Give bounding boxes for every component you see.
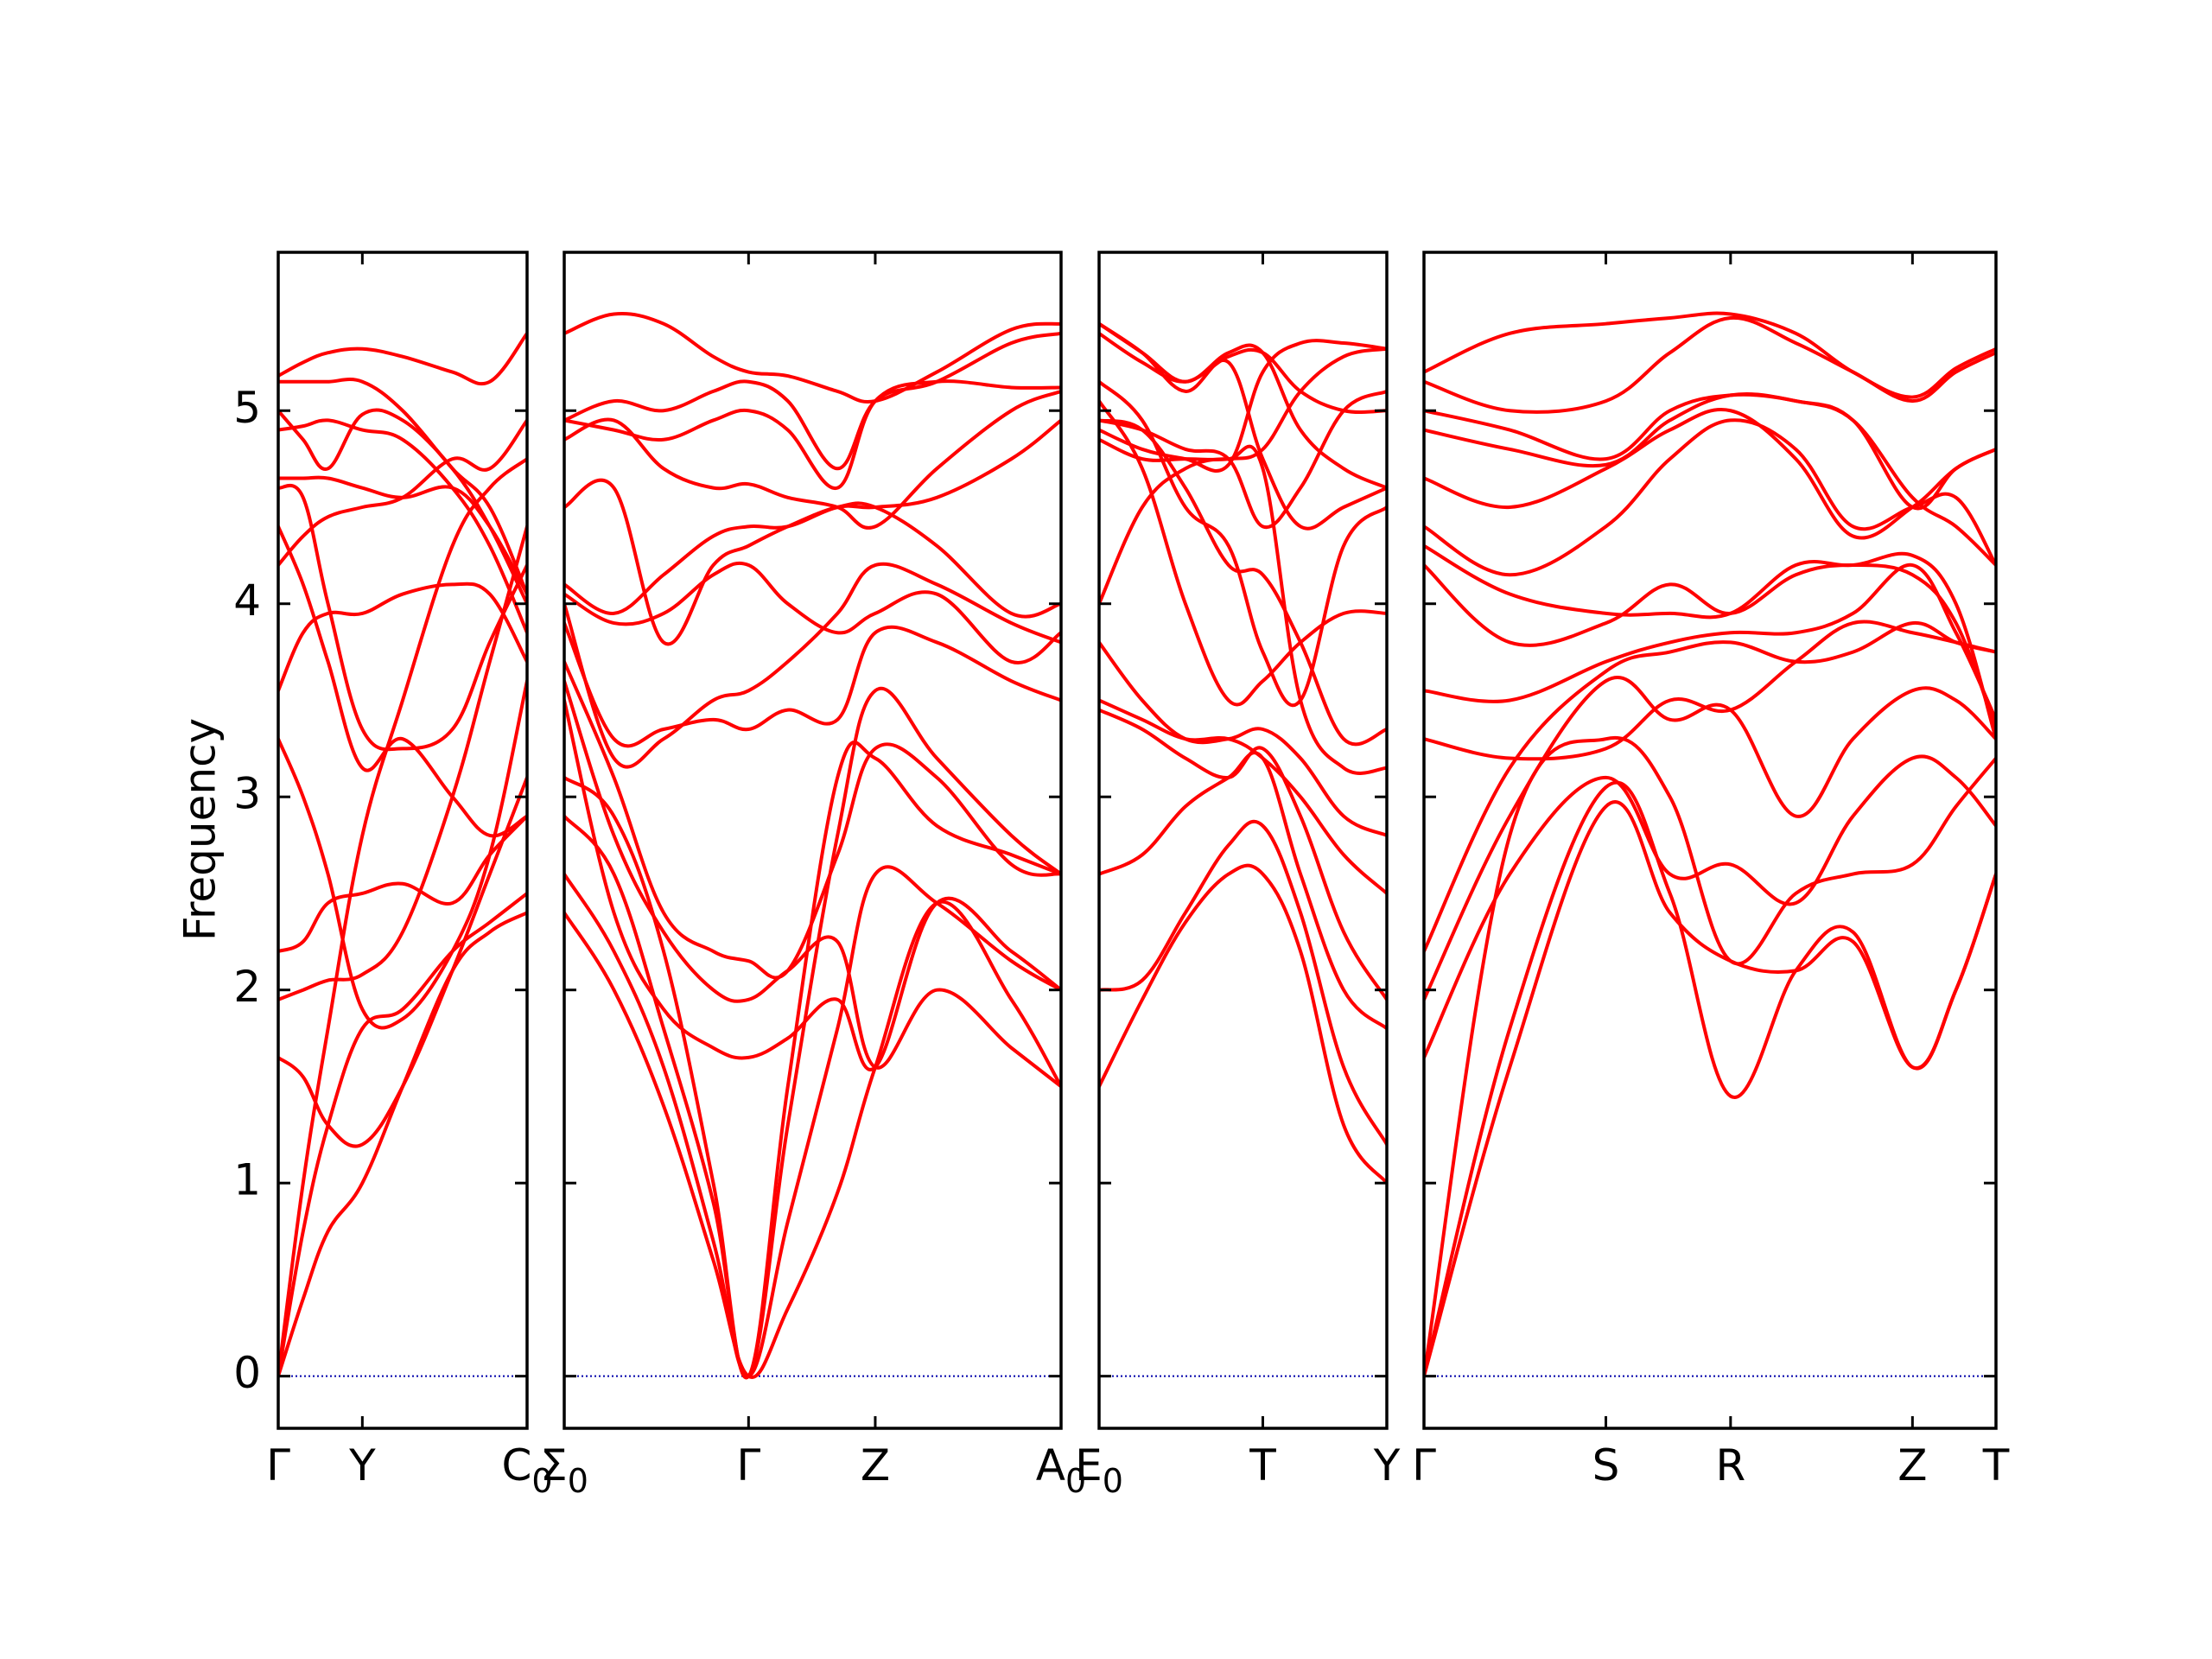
x-tick-label-Γ: Γ bbox=[736, 1440, 760, 1491]
band-3 bbox=[564, 686, 1061, 1379]
x-tick-label-Y: Y bbox=[1373, 1440, 1401, 1491]
band-3 bbox=[278, 457, 527, 1378]
panel-2: Σ0 Γ Z A0 bbox=[540, 251, 1086, 1500]
band-13 bbox=[1099, 331, 1387, 415]
band-lines bbox=[1424, 311, 1996, 1378]
band-14 bbox=[564, 379, 1061, 490]
band-13 bbox=[278, 418, 527, 635]
y-tick-label: 5 bbox=[233, 383, 261, 433]
band-11 bbox=[1424, 418, 1996, 577]
band-7 bbox=[278, 679, 527, 1030]
band-2 bbox=[1099, 819, 1387, 1147]
band-2 bbox=[278, 891, 527, 1378]
band-12 bbox=[1099, 321, 1387, 490]
y-axis-label: Frequency bbox=[175, 718, 226, 941]
panel-1: Γ Y C0 0 1 2 3 4 5 bbox=[233, 251, 553, 1500]
x-tick-label-T: T bbox=[1982, 1440, 2010, 1491]
band-11 bbox=[564, 501, 1061, 619]
band-16 bbox=[278, 331, 527, 386]
band-5 bbox=[1099, 698, 1387, 895]
band-15 bbox=[278, 378, 527, 596]
band-5 bbox=[278, 524, 527, 1001]
panel-3: E0 T Y bbox=[1075, 251, 1401, 1500]
band-4 bbox=[1099, 708, 1387, 1001]
y-tick-label: 1 bbox=[233, 1155, 261, 1205]
x-tick-label-Γ: Γ bbox=[266, 1440, 290, 1491]
band-1 bbox=[1424, 800, 1996, 1378]
band-10 bbox=[1424, 543, 1996, 741]
band-4 bbox=[278, 775, 527, 1148]
band-10 bbox=[1099, 379, 1387, 708]
x-tick-label-Σ: Σ0 bbox=[540, 1440, 588, 1500]
band-15 bbox=[1424, 315, 1996, 414]
x-tick-label-R: R bbox=[1715, 1440, 1745, 1491]
band-3 bbox=[1424, 735, 1996, 1378]
band-9 bbox=[564, 562, 1061, 769]
band-lines bbox=[278, 331, 527, 1378]
band-13 bbox=[564, 389, 1061, 530]
band-5 bbox=[564, 698, 1061, 1071]
y-tick-label: 0 bbox=[233, 1348, 261, 1398]
band-7 bbox=[564, 659, 1061, 980]
y-tick-label: 4 bbox=[233, 575, 261, 626]
band-16 bbox=[564, 312, 1061, 404]
band-7 bbox=[1099, 444, 1387, 775]
band-10 bbox=[278, 524, 527, 838]
band-12 bbox=[278, 475, 527, 596]
panel-frame bbox=[276, 251, 529, 1430]
band-15 bbox=[1099, 346, 1387, 462]
band-6 bbox=[278, 814, 527, 953]
band-14 bbox=[1099, 389, 1387, 530]
band-3 bbox=[1099, 751, 1387, 1031]
band-6 bbox=[1424, 621, 1996, 953]
band-14 bbox=[1424, 392, 1996, 568]
band-12 bbox=[1424, 408, 1996, 540]
band-6 bbox=[564, 679, 1061, 1089]
x-tick-label-E: E0 bbox=[1075, 1440, 1123, 1500]
x-tick-label-Y: Y bbox=[348, 1440, 376, 1491]
band-1 bbox=[278, 911, 527, 1378]
x-tick-label-A: A0 bbox=[1036, 1440, 1086, 1500]
band-11 bbox=[278, 483, 527, 752]
y-tick-label: 3 bbox=[233, 769, 261, 819]
band-16 bbox=[1099, 339, 1387, 473]
band-16 bbox=[1424, 311, 1996, 399]
x-tick-label-C: C0 bbox=[501, 1440, 552, 1500]
band-15 bbox=[564, 331, 1061, 471]
band-8 bbox=[278, 582, 527, 693]
band-9 bbox=[1099, 399, 1387, 707]
band-1 bbox=[564, 899, 1061, 1379]
band-10 bbox=[564, 561, 1061, 664]
x-tick-label-Γ: Γ bbox=[1412, 1440, 1436, 1491]
x-tick-label-Z: Z bbox=[1897, 1440, 1927, 1491]
band-4 bbox=[1424, 754, 1996, 1059]
band-14 bbox=[278, 408, 527, 606]
panel-frame bbox=[1097, 251, 1389, 1430]
band-6 bbox=[1099, 640, 1387, 837]
band-1 bbox=[1099, 863, 1387, 1185]
band-lines bbox=[1099, 321, 1387, 1185]
x-tick-label-T: T bbox=[1249, 1440, 1276, 1491]
x-tick-label-Z: Z bbox=[861, 1440, 890, 1491]
band-8 bbox=[564, 621, 1061, 748]
band-9 bbox=[278, 418, 527, 568]
x-tick-label-S: S bbox=[1592, 1440, 1620, 1491]
panel-frame bbox=[563, 251, 1063, 1430]
band-lines bbox=[564, 312, 1061, 1380]
panel-frame bbox=[1422, 251, 1998, 1430]
band-7 bbox=[1424, 620, 1996, 761]
band-12 bbox=[564, 418, 1061, 646]
y-tick-label: 2 bbox=[233, 962, 261, 1012]
band-4 bbox=[564, 741, 1061, 1380]
band-9 bbox=[1424, 563, 1996, 731]
band-2 bbox=[1424, 780, 1996, 1378]
